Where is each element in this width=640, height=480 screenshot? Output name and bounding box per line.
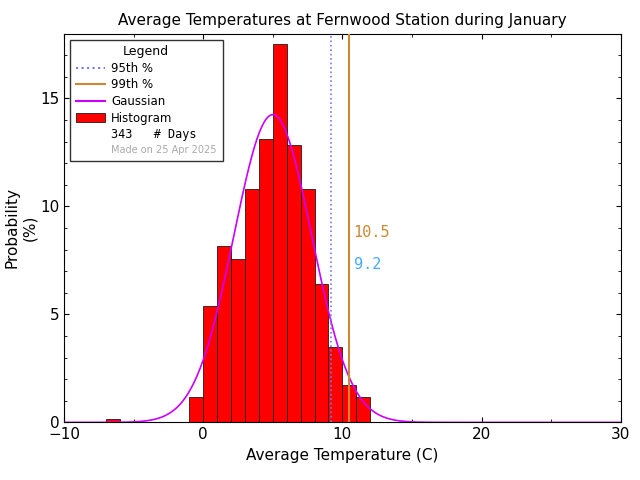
- Y-axis label: Probability
(%): Probability (%): [4, 188, 37, 268]
- Bar: [328, 347, 342, 422]
- Bar: [204, 306, 217, 422]
- Bar: [259, 139, 273, 422]
- Bar: [342, 384, 356, 422]
- Bar: [287, 145, 301, 422]
- Bar: [356, 397, 370, 422]
- Text: 9.2: 9.2: [353, 257, 381, 272]
- X-axis label: Average Temperature (C): Average Temperature (C): [246, 448, 438, 463]
- Legend: 95th %, 99th %, Gaussian, Histogram, 343   # Days, Made on 25 Apr 2025: 95th %, 99th %, Gaussian, Histogram, 343…: [70, 39, 223, 161]
- Text: 10.5: 10.5: [353, 225, 390, 240]
- Bar: [315, 284, 328, 422]
- Bar: [217, 246, 231, 422]
- Bar: [301, 189, 315, 422]
- Bar: [231, 259, 245, 422]
- Title: Average Temperatures at Fernwood Station during January: Average Temperatures at Fernwood Station…: [118, 13, 566, 28]
- Bar: [189, 397, 204, 422]
- Bar: [106, 419, 120, 422]
- Bar: [273, 44, 287, 422]
- Bar: [245, 189, 259, 422]
